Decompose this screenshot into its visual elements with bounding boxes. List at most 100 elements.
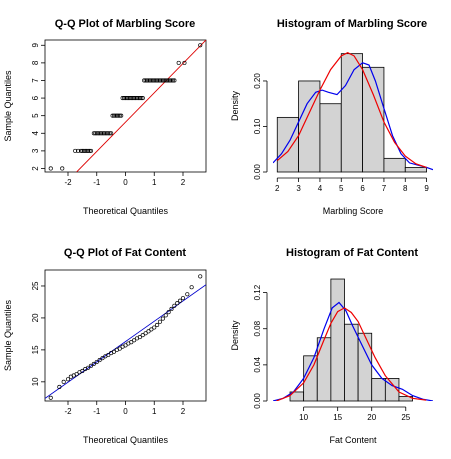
x-tick-label: 0 <box>123 407 128 416</box>
data-point <box>170 78 175 83</box>
data-point <box>155 78 160 83</box>
y-axis: 0.00 0.10 0.20 <box>253 73 268 180</box>
x-tick-label: 2 <box>181 178 186 187</box>
plot-box <box>44 39 207 173</box>
y-tick-label: 9 <box>31 43 40 48</box>
data-point <box>137 96 142 101</box>
data-point <box>122 96 127 101</box>
data-point <box>176 60 181 65</box>
points <box>48 43 203 171</box>
bar <box>371 378 386 402</box>
data-point <box>109 131 114 136</box>
data-point <box>160 78 165 83</box>
data-point <box>172 303 177 308</box>
x-tick-label: 0 <box>123 178 128 187</box>
data-point <box>117 113 122 118</box>
data-point <box>152 325 157 330</box>
data-point <box>86 148 91 153</box>
data-point <box>168 78 173 83</box>
x-axis: -2 -1 0 1 2 <box>64 401 186 416</box>
data-point <box>146 78 151 83</box>
data-point <box>182 60 187 65</box>
bar <box>316 337 332 402</box>
data-point <box>169 78 174 83</box>
data-point <box>163 78 168 83</box>
data-point <box>84 148 89 153</box>
data-point <box>111 349 117 354</box>
data-point <box>180 296 186 301</box>
data-point <box>189 285 194 290</box>
data-point <box>48 166 53 171</box>
y-axis-label: Sample Quantiles <box>3 70 13 142</box>
y-tick-label: 10 <box>31 377 40 386</box>
bar <box>384 378 400 402</box>
x-axis-label: Marbling Score <box>323 206 384 216</box>
y-tick-label: 0.08 <box>253 320 262 336</box>
data-point <box>133 96 138 101</box>
y-tick-label: 25 <box>31 281 40 290</box>
data-point <box>152 78 157 83</box>
data-point <box>166 310 171 315</box>
bar <box>362 66 385 173</box>
y-tick-label: 8 <box>31 60 40 65</box>
data-point <box>129 96 134 101</box>
data-point <box>94 359 99 365</box>
data-point <box>123 343 128 348</box>
y-tick-label: 4 <box>31 131 40 136</box>
data-point <box>76 148 81 153</box>
data-point <box>165 78 170 83</box>
data-point <box>94 131 99 136</box>
data-point <box>198 274 203 279</box>
x-axis-label: Theoretical Quantiles <box>83 435 169 445</box>
data-point <box>80 368 85 374</box>
data-point <box>134 96 140 101</box>
x-tick-label: 1 <box>152 407 157 416</box>
y-tick-label: 0.00 <box>253 393 262 409</box>
x-tick-label: 8 <box>403 184 408 193</box>
data-point <box>155 322 160 328</box>
chart-title: Histogram of Marbling Score <box>277 18 427 30</box>
data-point <box>83 148 88 153</box>
data-point <box>120 96 125 101</box>
data-point <box>106 352 111 358</box>
data-point <box>91 361 96 366</box>
data-point <box>117 346 122 351</box>
bar <box>357 332 373 402</box>
data-point <box>149 78 154 83</box>
data-point <box>124 96 129 101</box>
data-point <box>149 327 154 332</box>
y-axis-label: Density <box>230 90 240 121</box>
bar <box>404 167 427 173</box>
data-point <box>129 340 134 345</box>
data-point <box>93 131 98 136</box>
y-tick-label: 0.12 <box>253 284 262 300</box>
data-point <box>73 148 78 153</box>
data-point <box>166 78 171 83</box>
x-tick-label: 25 <box>401 413 410 422</box>
x-tick-label: 9 <box>424 184 429 193</box>
data-point <box>99 131 104 136</box>
data-point <box>169 306 174 312</box>
normal-curve <box>276 52 427 168</box>
y-tick-label: 0.04 <box>253 357 262 373</box>
data-point <box>78 148 83 153</box>
data-point <box>107 131 112 136</box>
x-tick-label: 3 <box>296 184 301 193</box>
data-point <box>88 148 94 153</box>
reference-line <box>76 40 206 172</box>
y-tick-label: 15 <box>31 345 40 354</box>
x-tick-label: 10 <box>299 413 308 422</box>
density-curve <box>273 301 433 401</box>
y-tick-label: 0.00 <box>253 164 262 180</box>
data-point <box>136 96 141 101</box>
y-axis: 10 15 20 25 <box>31 281 45 386</box>
data-point <box>178 298 183 303</box>
x-axis: -2 -1 0 1 2 <box>64 172 186 187</box>
x-tick-label: -2 <box>64 407 72 416</box>
data-point <box>101 131 106 136</box>
bar <box>340 53 363 173</box>
data-point <box>162 78 167 83</box>
